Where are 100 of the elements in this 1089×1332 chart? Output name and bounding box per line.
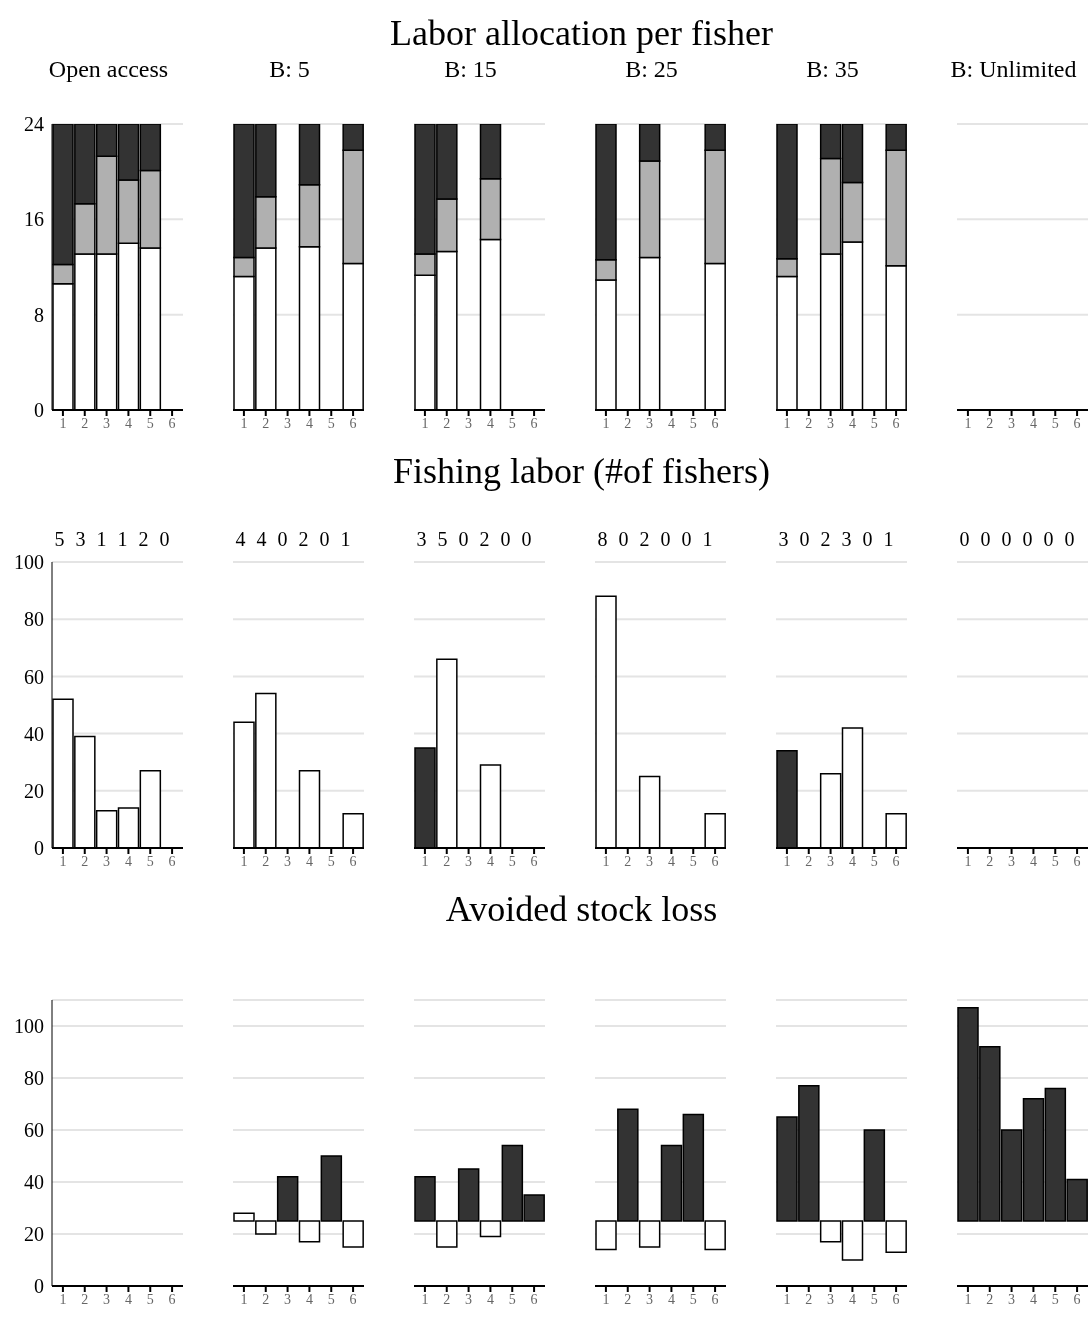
y-tick-label: 80 xyxy=(24,1067,44,1090)
x-tick-label: 5 xyxy=(146,853,154,869)
y-tick-label: 60 xyxy=(24,1119,44,1142)
x-tick-label: 6 xyxy=(711,415,719,431)
x-tick-label: 4 xyxy=(848,1291,856,1307)
x-tick-label: 4 xyxy=(305,415,313,431)
x-tick-label: 6 xyxy=(168,415,176,431)
chart-subtitle: Open access xyxy=(48,56,169,82)
x-tick-label: 6 xyxy=(1073,853,1081,869)
x-tick-label: 1 xyxy=(783,1291,791,1307)
text: 0 0 0 0 0 0 xyxy=(959,528,1078,550)
x-tick-label: 3 xyxy=(1008,853,1016,869)
x-tick-label: 4 xyxy=(124,853,132,869)
x-tick-label: 6 xyxy=(349,853,357,869)
x-tick-label: 3 xyxy=(646,1291,654,1307)
x-tick-label: 4 xyxy=(305,853,313,869)
x-tick-label: 2 xyxy=(986,415,994,431)
chart-subtitle: B: 35 xyxy=(806,56,859,82)
x-tick-label: 3 xyxy=(284,1291,292,1307)
y-tick-label: 40 xyxy=(24,722,44,745)
x-tick-label: 5 xyxy=(689,1291,697,1307)
x-tick-label: 1 xyxy=(240,415,248,431)
y-tick-label: 16 xyxy=(24,208,44,231)
y-tick-label: 20 xyxy=(24,779,44,802)
x-tick-label: 2 xyxy=(986,1291,994,1307)
y-tick-label: 24 xyxy=(24,113,44,136)
x-tick-label: 4 xyxy=(124,415,132,431)
x-tick-label: 2 xyxy=(805,853,813,869)
x-tick-label: 6 xyxy=(530,415,538,431)
x-tick-label: 2 xyxy=(805,415,813,431)
y-tick-label: 100 xyxy=(14,551,44,574)
x-tick-label: 1 xyxy=(783,415,791,431)
x-tick-label: 6 xyxy=(349,415,357,431)
text: 5 3 1 1 2 0 xyxy=(54,528,173,550)
x-tick-label: 5 xyxy=(870,853,878,869)
chart-subtitle: B: Unlimited xyxy=(950,56,1077,82)
chart-title: Avoided stock loss xyxy=(445,888,718,930)
x-tick-label: 5 xyxy=(508,415,516,431)
x-tick-label: 1 xyxy=(964,853,972,869)
x-tick-label: 3 xyxy=(827,853,835,869)
x-tick-label: 4 xyxy=(848,853,856,869)
x-tick-label: 4 xyxy=(667,1291,675,1307)
y-tick-label: 40 xyxy=(24,1171,44,1194)
x-tick-label: 4 xyxy=(305,1291,313,1307)
x-tick-label: 4 xyxy=(1029,1291,1037,1307)
x-tick-label: 2 xyxy=(262,853,270,869)
x-tick-label: 5 xyxy=(327,415,335,431)
x-tick-label: 2 xyxy=(986,853,994,869)
x-tick-label: 2 xyxy=(624,1291,632,1307)
x-tick-label: 2 xyxy=(624,415,632,431)
x-tick-label: 5 xyxy=(870,1291,878,1307)
x-tick-label: 4 xyxy=(667,415,675,431)
x-tick-label: 5 xyxy=(870,415,878,431)
x-tick-label: 1 xyxy=(602,1291,610,1307)
x-tick-label: 3 xyxy=(284,415,292,431)
x-tick-label: 2 xyxy=(81,415,89,431)
x-tick-label: 4 xyxy=(1029,415,1037,431)
y-tick-label: 0 xyxy=(34,399,44,422)
x-tick-label: 1 xyxy=(783,853,791,869)
x-tick-label: 2 xyxy=(443,415,451,431)
x-tick-label: 2 xyxy=(262,415,270,431)
x-tick-label: 3 xyxy=(284,853,292,869)
x-tick-label: 4 xyxy=(667,853,675,869)
x-tick-label: 4 xyxy=(1029,853,1037,869)
x-tick-label: 2 xyxy=(81,853,89,869)
x-tick-label: 3 xyxy=(465,415,473,431)
x-tick-label: 3 xyxy=(103,853,111,869)
x-tick-label: 3 xyxy=(827,415,835,431)
x-tick-label: 1 xyxy=(964,415,972,431)
chart-subtitle: B: 25 xyxy=(625,56,678,82)
x-tick-label: 3 xyxy=(103,1291,111,1307)
chart-subtitle: B: 15 xyxy=(444,56,497,82)
x-tick-label: 6 xyxy=(711,853,719,869)
x-tick-label: 1 xyxy=(240,1291,248,1307)
x-tick-label: 5 xyxy=(1051,1291,1059,1307)
x-tick-label: 1 xyxy=(421,415,429,431)
x-tick-label: 5 xyxy=(146,415,154,431)
x-tick-label: 6 xyxy=(892,415,900,431)
x-tick-label: 6 xyxy=(892,853,900,869)
x-tick-label: 6 xyxy=(1073,415,1081,431)
x-tick-label: 6 xyxy=(168,1291,176,1307)
x-tick-label: 4 xyxy=(486,853,494,869)
x-tick-label: 1 xyxy=(59,415,67,431)
y-tick-label: 0 xyxy=(34,1275,44,1298)
x-tick-label: 2 xyxy=(624,853,632,869)
y-tick-label: 20 xyxy=(24,1223,44,1246)
x-tick-label: 2 xyxy=(443,853,451,869)
x-tick-label: 3 xyxy=(827,1291,835,1307)
chart-title: Fishing labor (#of fishers) xyxy=(393,450,770,492)
x-tick-label: 6 xyxy=(1073,1291,1081,1307)
y-tick-label: 80 xyxy=(24,608,44,631)
x-tick-label: 1 xyxy=(602,415,610,431)
x-tick-label: 5 xyxy=(508,1291,516,1307)
x-tick-label: 3 xyxy=(646,853,654,869)
x-tick-label: 2 xyxy=(443,1291,451,1307)
x-tick-label: 2 xyxy=(81,1291,89,1307)
text: 3 0 2 3 0 1 xyxy=(778,528,897,550)
y-tick-label: 100 xyxy=(14,1015,44,1038)
x-tick-label: 3 xyxy=(1008,415,1016,431)
x-tick-label: 5 xyxy=(327,1291,335,1307)
